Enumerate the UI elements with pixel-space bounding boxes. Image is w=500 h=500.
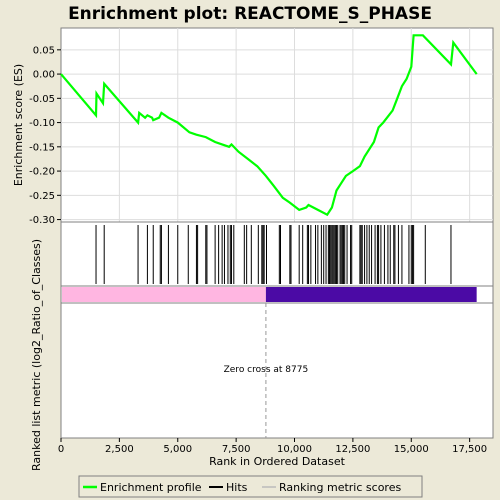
- legend-box: [78, 475, 423, 498]
- x-ticks: 0 2,500 5,000 7,500 10,000 12,500 15,000 17,500: [58, 438, 487, 455]
- x-axis-label: Rank in Ordered Dataset: [209, 455, 346, 468]
- ranked-metric-panel: Zero cross at 8775: [60, 302, 494, 439]
- y-tick-label: -0.25: [29, 191, 55, 202]
- legend-enrichment-profile-label: Enrichment profile: [100, 481, 202, 494]
- y-tick-label: -0.10: [29, 118, 55, 129]
- hits-panel: [60, 221, 494, 287]
- es-y-ticks: 0.05 0.00 -0.05 -0.10 -0.15 -0.20 -0.25 -0.30: [29, 45, 61, 226]
- y-tick-label: -0.15: [29, 142, 55, 153]
- hit-lines: [95, 225, 452, 284]
- es-panel-background: [60, 27, 494, 223]
- x-tick-label: 0: [58, 444, 64, 455]
- x-tick-label: 10,000: [277, 444, 312, 455]
- es-grid: [61, 28, 493, 222]
- metric-panel-background: [60, 302, 494, 439]
- y-axis-label-bottom: Ranked list metric (log2_Ratio_of_Classe…: [30, 239, 43, 471]
- x-tick-label: 15,000: [394, 444, 429, 455]
- x-tick-label: 12,500: [335, 444, 370, 455]
- y-tick-label: -0.30: [29, 215, 55, 226]
- y-tick-label: 0.00: [33, 70, 55, 81]
- enrichment-profile-line: [60, 34, 478, 217]
- x-tick-label: 2,500: [105, 444, 134, 455]
- legend: Enrichment profile Hits Ranking metric s…: [78, 475, 423, 498]
- x-tick-label: 7,500: [222, 444, 251, 455]
- y-tick-label: -0.05: [29, 94, 55, 105]
- y-axis-label-top: Enrichment score (ES): [12, 64, 25, 186]
- y-tick-label: -0.20: [29, 167, 55, 178]
- ranking-color-band: [60, 285, 494, 304]
- legend-hits-label: Hits: [226, 481, 248, 494]
- x-tick-label: 5,000: [163, 444, 192, 455]
- legend-ranking-metric-label: Ranking metric scores: [279, 481, 401, 494]
- band-negative-region: [265, 287, 477, 302]
- x-tick-label: 17,500: [452, 444, 487, 455]
- y-tick-label: 0.05: [33, 45, 55, 56]
- band-positive-region: [62, 287, 266, 302]
- zero-cross-label: Zero cross at 8775: [224, 365, 309, 375]
- hits-panel-background: [60, 221, 494, 287]
- chart-title: Enrichment plot: REACTOME_S_PHASE: [68, 4, 432, 24]
- enrichment-score-panel: 0.05 0.00 -0.05 -0.10 -0.15 -0.20 -0.25 -0.30: [29, 27, 494, 226]
